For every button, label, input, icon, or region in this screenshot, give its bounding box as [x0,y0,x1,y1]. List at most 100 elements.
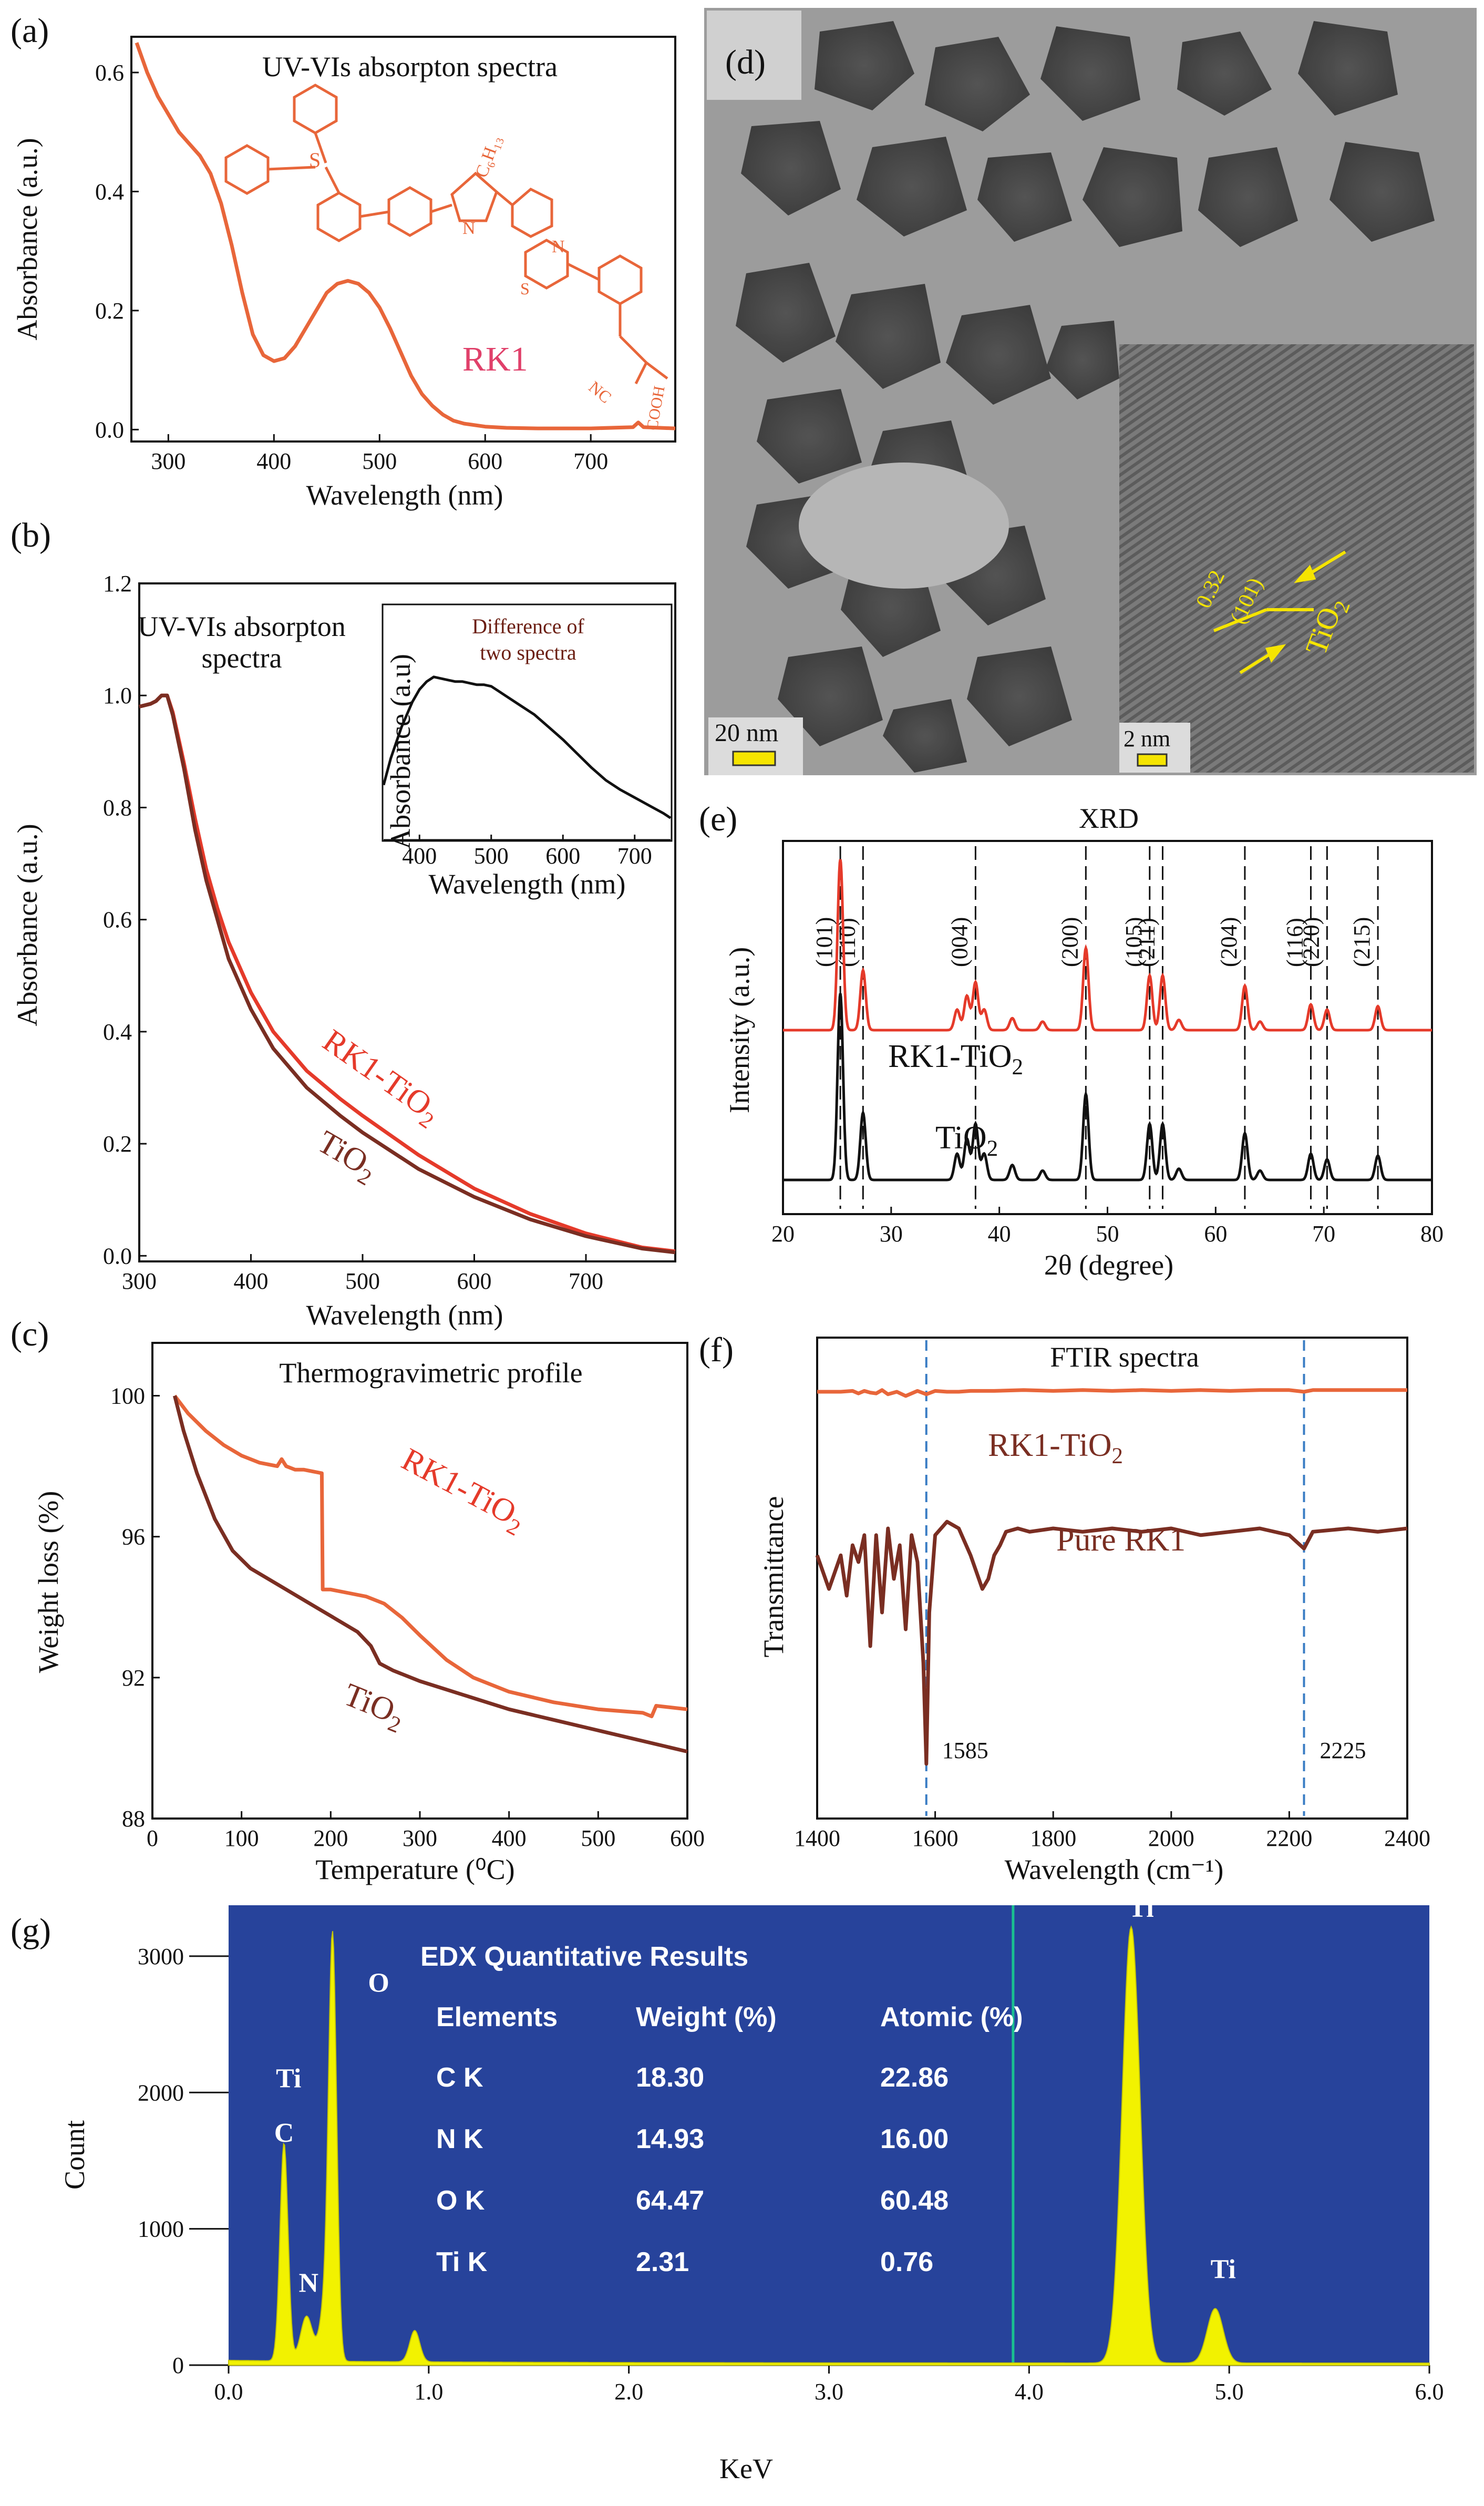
panel-b: (b) [11,516,673,842]
chart-a-ytick-label: 0.6 [95,60,124,86]
chart-g-table-cell: 16.00 [880,2124,949,2154]
chart-c-xtick-label: 100 [224,1825,259,1851]
chart-c-ytick-label: 100 [110,1383,145,1409]
chart-f-label-purerk1: Pure RK1 [1056,1522,1186,1558]
panel-b-label: (b) [11,516,51,554]
chart-c-xtick-label: 200 [313,1825,348,1851]
chart-f-title: FTIR spectra [1050,1341,1199,1373]
chart-c-series-1 [173,1395,688,1754]
chart-f-ylabel: Transmittance [758,1496,789,1658]
chart-b-series-1 [139,693,676,1255]
chart-e-xtick-label: 50 [1096,1221,1119,1247]
chart-c-ytick-label: 88 [122,1806,145,1832]
structure-atom-s1: N [462,219,476,238]
panel-g: (g) [11,1912,51,1950]
chart-b-inset-title-line2: two spectra [480,641,576,664]
chart-c-axes-frame [151,1342,688,1820]
chart-c-label-tio2: TiO2 [337,1677,410,1738]
tem-carbon-film [799,463,1009,589]
chart-a-axes-frame [130,36,676,443]
chart-f-xtick-label: 1400 [794,1825,840,1851]
chart-f-label-rk1tio2: RK1-TiO2 [988,1427,1123,1468]
panel-d-label: (d) [725,43,766,81]
chart-b-inset-series [382,675,672,819]
chart-g: 0 1000 2000 3000 0.0 1.0 2.0 3.0 4.0 5.0 6.0 C N Ti O T… [59,1893,1444,2484]
chart-g-xtick-label: 1.0 [414,2379,443,2405]
chart-b-ytick-label: 0.4 [103,1019,132,1045]
chart-g-peak-label: O [368,1968,389,1998]
chart-a-ytick-label: 0.4 [95,179,124,204]
chart-f-xtick-label: 1800 [1030,1825,1076,1851]
chart-e-hkl-label: (200) [1057,917,1083,967]
chart-g-table-header: Atomic (%) [880,2002,1023,2032]
chart-g-table-cell: 22.86 [880,2062,949,2093]
chart-b-inset-xtick-label: 600 [545,843,580,869]
chart-e-hkl-label: (116) [1282,918,1307,967]
chart-b-ytick-label: 1.0 [103,683,132,708]
chart-a-ytick-label: 0.2 [95,298,124,324]
panel-e-label: (e) [699,800,737,838]
chart-b-ytick-label: 0.0 [103,1243,132,1269]
chart-g-table-cell: 64.47 [636,2185,704,2216]
chart-g-ytick-label: 3000 [138,1944,184,1969]
chart-b-label-tio2: TiO2 [309,1124,384,1190]
chart-a-xtick-label: 700 [573,448,608,474]
chart-f-series-1 [815,1519,1408,1766]
chart-g-table-cell: 0.76 [880,2247,933,2277]
chart-c-title: Thermogravimetric profile [279,1357,582,1389]
panel-b-inset-frame [382,603,673,842]
structure-atom-s2: S [520,279,530,298]
chart-e-xtick-label: 80 [1420,1221,1444,1247]
chart-c-ytick-label: 96 [122,1524,145,1550]
chart-a-ytick-label: 0.0 [95,417,124,443]
chart-g-peak-label: Ti [1128,1893,1153,1923]
structure-cooh: COOH [643,385,668,432]
chart-f-xtick-label: 2200 [1266,1825,1312,1851]
chart-c-ylabel: Weight loss (%) [33,1491,64,1673]
scale-main-bar [732,751,776,766]
chart-f-xtick-label: 2000 [1148,1825,1194,1851]
chart-b-title-line2: spectra [202,642,282,674]
chart-a-xtick-label: 600 [468,448,502,474]
chart-c-xlabel: Temperature (⁰C) [315,1854,514,1885]
chart-b-title-line1: UV-VIs absorpton [138,611,345,642]
chart-b-xlabel: Wavelength (nm) [306,1299,503,1331]
hrtem-inset [1119,344,1474,773]
chart-e-hkl-label: (204) [1216,917,1242,967]
chart-e-hkl-label: (105) [1121,917,1147,967]
chart-e-hkl-label: (215) [1349,917,1375,967]
lattice-annotation [1213,550,1346,674]
chart-g-peak-label: Ti [276,2063,301,2093]
chart-c-xtick-label: 500 [581,1825,615,1851]
chart-b-ytick-label: 0.6 [103,907,132,933]
panel-f: (f) [699,1331,734,1369]
chart-b-xtick-label: 500 [345,1268,380,1294]
chart-b-ylabel: Absorbance (a.u.) [12,824,43,1026]
panel-a: (a) S C₆H₁₃ N N S NC COOH [11,12,668,432]
panel-d-tem-image: (d) 20 nm 2 nm 0.32 (101) TiO2 [704,8,1477,775]
chart-b-inset-xtick-label: 400 [402,843,437,869]
chart-c: 0 100 200 300 400 500 600 88 92 96 100 Thermogravim… [33,1342,705,1885]
chart-g-peak-label: N [299,2268,319,2298]
chart-a-title: UV-VIs absorpton spectra [262,51,558,83]
chart-e-hkl-label: (220) [1298,917,1324,967]
chart-c-series-0 [173,1394,688,1719]
chart-c-ytick-label: 92 [122,1665,145,1691]
structure-atom-n: S [309,148,321,172]
scale-inset-text: 2 nm [1124,726,1170,752]
chart-e-xtick-label: 40 [988,1221,1011,1247]
panel-a-label: (a) [11,12,49,50]
chart-f: 1400 1600 1800 2000 2200 2400 FTIR spectra Wave… [758,1337,1430,1885]
chart-f-xtick-label: 2400 [1384,1825,1430,1851]
chart-g-peak-label: C [274,2118,294,2148]
chart-g-table-cell: O K [436,2185,485,2216]
chart-b-xtick-label: 600 [457,1268,492,1294]
chart-e-xtick-label: 30 [880,1221,903,1247]
chart-g-xtick-label: 6.0 [1415,2379,1444,2405]
structure-atom-n2: N [552,237,565,256]
chart-g-ylabel: Count [59,2120,90,2190]
chart-g-table-cell: 18.30 [636,2062,704,2093]
chart-g-ytick-label: 1000 [138,2216,184,2242]
chart-f-marker-label: 2225 [1320,1738,1366,1763]
